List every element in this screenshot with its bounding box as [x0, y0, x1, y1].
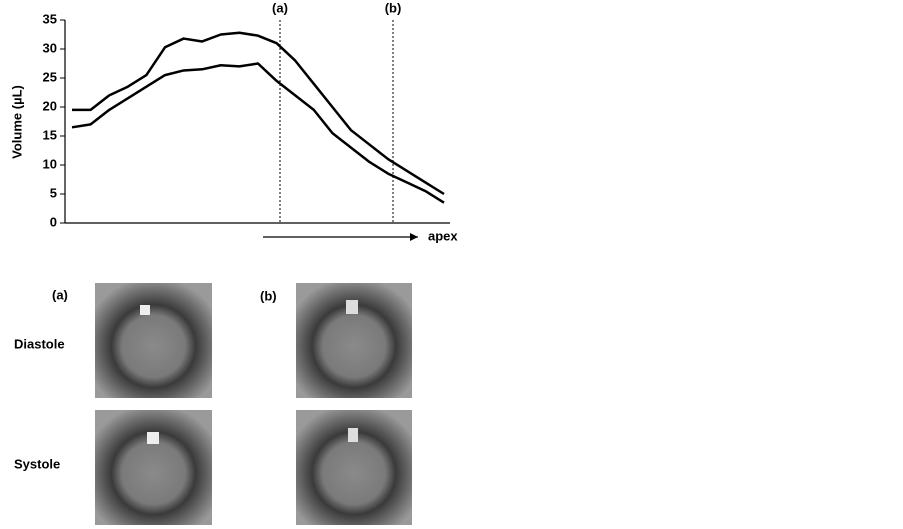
y-tick-label: 10: [43, 156, 57, 171]
y-tick-label: 25: [43, 69, 57, 84]
series-line: [72, 31, 445, 196]
scan-image: [296, 410, 412, 525]
scan-detail: [140, 305, 150, 315]
y-tick-label: 30: [43, 40, 57, 55]
row-label: Diastole: [14, 336, 65, 351]
y-tick-label: 5: [50, 185, 57, 200]
scan-detail: [348, 428, 358, 442]
panel-label: (b): [260, 288, 277, 303]
scan-images: [95, 283, 412, 525]
panel-label: (a): [52, 287, 68, 302]
y-tick-label: 35: [43, 11, 57, 26]
annotation: (b): [385, 0, 402, 15]
series-line: [71, 62, 445, 204]
annotation: (a): [272, 0, 288, 15]
scan-detail: [346, 300, 358, 314]
row-label: Systole: [14, 456, 60, 471]
scan-detail: [147, 432, 159, 444]
y-axis-label: Volume (µL): [9, 85, 24, 159]
scan-image: [95, 410, 212, 525]
y-tick-label: 0: [50, 214, 57, 229]
arrow-head: [410, 233, 418, 241]
y-tick-label: 15: [43, 127, 57, 142]
y-tick-label: 20: [43, 98, 57, 113]
scan-image: [95, 283, 212, 398]
arrow-label: apex: [428, 228, 458, 243]
